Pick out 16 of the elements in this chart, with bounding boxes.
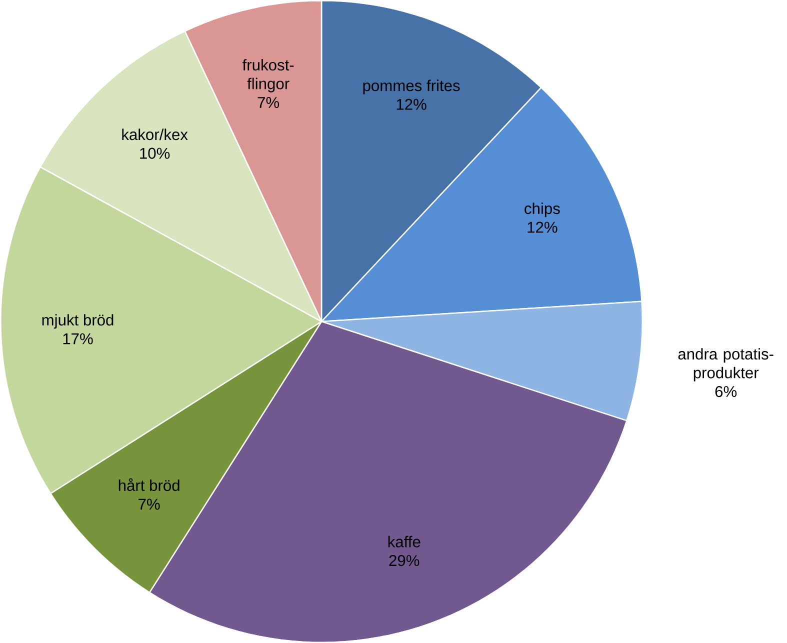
slice-label: kakor/kex — [122, 128, 188, 140]
data-label: 29% — [389, 555, 420, 566]
slice-label: frukost-flingor — [242, 59, 294, 92]
slice-label: kaffe — [388, 536, 420, 548]
slice-label: andra potatis-produkter — [678, 348, 774, 382]
slice-label: hårt bröd — [118, 478, 180, 491]
data-label: 17% — [63, 333, 93, 344]
data-label: 12% — [396, 98, 426, 110]
slice-label: chips — [524, 202, 560, 218]
data-label: 7% — [258, 97, 280, 108]
slice-label: mjukt bröd — [42, 314, 114, 329]
slice-label: pommes frites — [363, 80, 460, 94]
data-label: 10% — [140, 148, 170, 159]
data-label: 7% — [138, 498, 160, 510]
data-label: 6% — [715, 386, 737, 398]
data-label: 12% — [528, 222, 558, 233]
